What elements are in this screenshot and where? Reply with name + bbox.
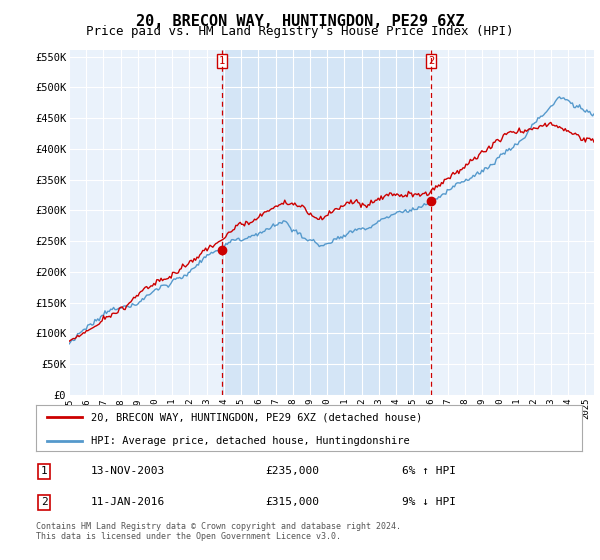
Text: £235,000: £235,000	[265, 466, 319, 476]
Text: 20, BRECON WAY, HUNTINGDON, PE29 6XZ: 20, BRECON WAY, HUNTINGDON, PE29 6XZ	[136, 14, 464, 29]
Text: 1: 1	[41, 466, 47, 476]
Text: 13-NOV-2003: 13-NOV-2003	[91, 466, 165, 476]
Text: 11-JAN-2016: 11-JAN-2016	[91, 497, 165, 507]
Text: Price paid vs. HM Land Registry's House Price Index (HPI): Price paid vs. HM Land Registry's House …	[86, 25, 514, 38]
Text: 2: 2	[41, 497, 47, 507]
Text: 2: 2	[428, 56, 434, 66]
Text: 9% ↓ HPI: 9% ↓ HPI	[402, 497, 456, 507]
Text: HPI: Average price, detached house, Huntingdonshire: HPI: Average price, detached house, Hunt…	[91, 436, 409, 446]
Text: 20, BRECON WAY, HUNTINGDON, PE29 6XZ (detached house): 20, BRECON WAY, HUNTINGDON, PE29 6XZ (de…	[91, 412, 422, 422]
Text: 6% ↑ HPI: 6% ↑ HPI	[402, 466, 456, 476]
Text: £315,000: £315,000	[265, 497, 319, 507]
Text: 1: 1	[218, 56, 225, 66]
Text: Contains HM Land Registry data © Crown copyright and database right 2024.
This d: Contains HM Land Registry data © Crown c…	[36, 522, 401, 542]
Bar	[221, 50, 431, 395]
